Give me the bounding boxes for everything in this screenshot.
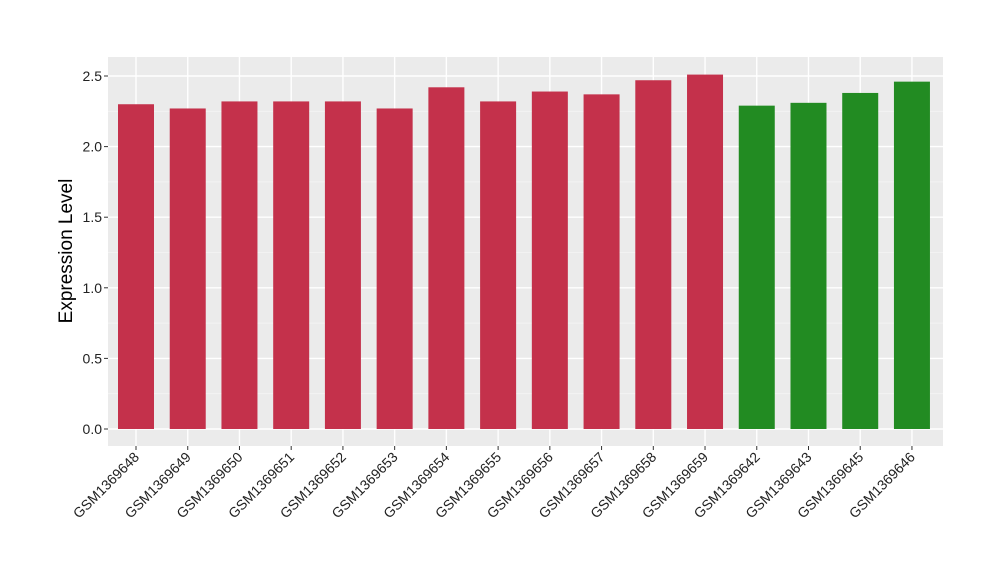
bar bbox=[169, 108, 206, 429]
bar bbox=[635, 80, 672, 430]
bar bbox=[687, 74, 724, 429]
y-axis-label: Expression Level bbox=[56, 179, 77, 324]
bar bbox=[480, 101, 517, 429]
bar bbox=[738, 105, 775, 429]
y-tick-label: 1.0 bbox=[83, 280, 103, 296]
bar bbox=[893, 81, 930, 429]
bar bbox=[531, 91, 568, 430]
bar bbox=[583, 94, 620, 429]
bar bbox=[273, 101, 310, 429]
x-axis: GSM1369648GSM1369649GSM1369650GSM1369651… bbox=[70, 446, 918, 521]
bar bbox=[842, 92, 879, 429]
y-tick-label: 1.5 bbox=[83, 209, 103, 225]
bar bbox=[376, 108, 413, 429]
bar bbox=[324, 101, 361, 429]
y-tick-label: 0.5 bbox=[83, 350, 103, 366]
y-axis: 0.0 0.5 1.0 1.5 2.0 2.5 bbox=[83, 68, 108, 437]
bars bbox=[118, 74, 930, 430]
y-tick-label: 0.0 bbox=[83, 421, 103, 437]
bar bbox=[428, 87, 465, 430]
bar bbox=[221, 101, 258, 429]
bar bbox=[790, 102, 827, 429]
y-tick-label: 2.0 bbox=[83, 139, 103, 155]
y-tick-label: 2.5 bbox=[83, 68, 103, 84]
bar bbox=[118, 104, 154, 430]
